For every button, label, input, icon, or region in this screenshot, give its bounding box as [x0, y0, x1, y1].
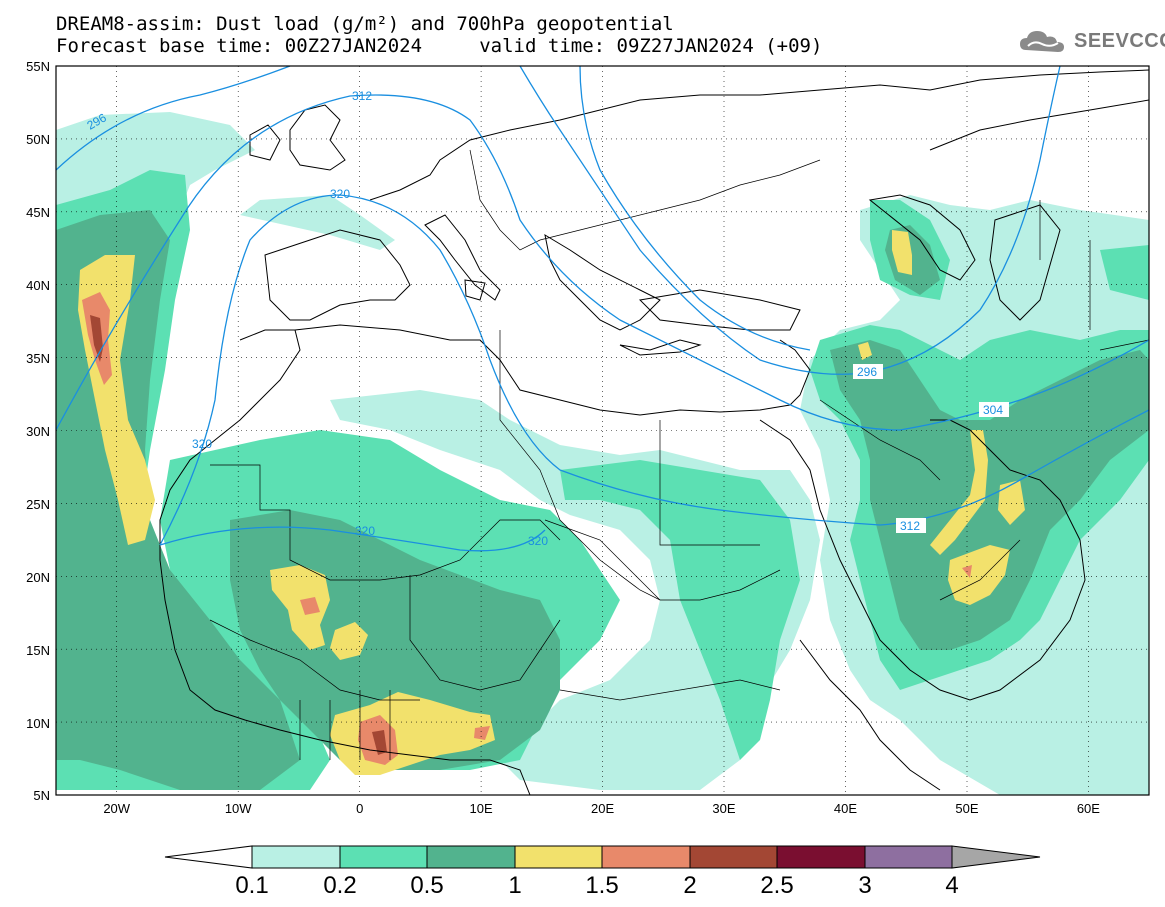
contour-label: 296: [857, 365, 877, 379]
colorbar-tick: 3: [858, 872, 871, 899]
colorbar-tick: 0.2: [323, 872, 356, 899]
contour-label: 312: [900, 519, 920, 533]
lat-label: 15N: [26, 643, 50, 658]
lat-label: 25N: [26, 497, 50, 512]
lat-label: 30N: [26, 424, 50, 439]
colorbar-left-arrow: [164, 845, 253, 869]
colorbar-swatch: [864, 845, 953, 869]
lon-label: 20W: [103, 801, 130, 816]
colorbar-swatch: [426, 845, 516, 869]
lon-label: 60E: [1077, 801, 1100, 816]
lat-label: 40N: [26, 278, 50, 293]
lat-label: 5N: [33, 788, 50, 803]
contour-label: 320: [528, 534, 548, 548]
colorbar-tick: 0.1: [235, 872, 268, 899]
colorbar-tick: 0.5: [410, 872, 443, 899]
colorbar-swatch: [514, 845, 603, 869]
dust-band-2.0: [90, 315, 387, 755]
cloud-icon: [1020, 31, 1064, 52]
title-line-1: DREAM8-assim: Dust load (g/m²) and 700hP…: [56, 13, 674, 35]
lon-label: 40E: [834, 801, 857, 816]
coastlines: [159, 69, 1149, 795]
contour-label-group: 296 312 320 320 320 320 296 304 312: [85, 89, 1009, 548]
colorbar-swatch: [339, 845, 428, 869]
lon-label: 10W: [225, 801, 252, 816]
lat-label: 50N: [26, 132, 50, 147]
graticule: [56, 66, 1149, 795]
colorbar-tick: 2: [683, 872, 696, 899]
country-borders: [209, 149, 1149, 760]
colorbar-tick: 2.5: [760, 872, 793, 899]
colorbar-swatch: [251, 845, 341, 869]
contour-label: 304: [983, 403, 1003, 417]
lat-label: 10N: [26, 716, 50, 731]
colorbar-swatch: [601, 845, 691, 869]
lon-label: 20E: [591, 801, 614, 816]
dust-load-field: [56, 66, 1149, 795]
lon-label: 0: [356, 801, 363, 816]
colorbar-swatch: [776, 845, 866, 869]
lon-label: 10E: [470, 801, 493, 816]
lat-label: 45N: [26, 205, 50, 220]
title-line-2: Forecast base time: 00Z27JAN2024 valid t…: [56, 35, 823, 57]
contour-label: 312: [352, 89, 372, 103]
colorbar-tick: 4: [945, 872, 958, 899]
colorbar-swatch: [689, 845, 778, 869]
colorbar-right-arrow: [951, 845, 1041, 869]
lat-label: 20N: [26, 570, 50, 585]
seevccc-logo: SEEVCCC: [1018, 25, 1165, 57]
contour-label: 320: [330, 187, 350, 201]
contour-label: 320: [192, 437, 212, 451]
lat-label: 55N: [26, 59, 50, 74]
colorbar-tick: 1: [508, 872, 521, 899]
contour-label: 320: [355, 524, 375, 538]
lon-labels: 20W 10W 0 10E 20E 30E 40E 50E 60E: [103, 801, 1100, 816]
colorbar-tick: 1.5: [585, 872, 618, 899]
lon-label: 30E: [712, 801, 735, 816]
lat-labels: 55N 50N 45N 40N 35N 30N 25N 20N 15N 10N …: [26, 59, 50, 803]
lon-label: 50E: [955, 801, 978, 816]
colorbar: 0.1 0.2 0.5 1 1.5 2 2.5 3 4: [164, 845, 1041, 899]
geopotential-contours: [56, 66, 1149, 552]
logo-text: SEEVCCC: [1074, 29, 1165, 52]
lat-label: 35N: [26, 351, 50, 366]
